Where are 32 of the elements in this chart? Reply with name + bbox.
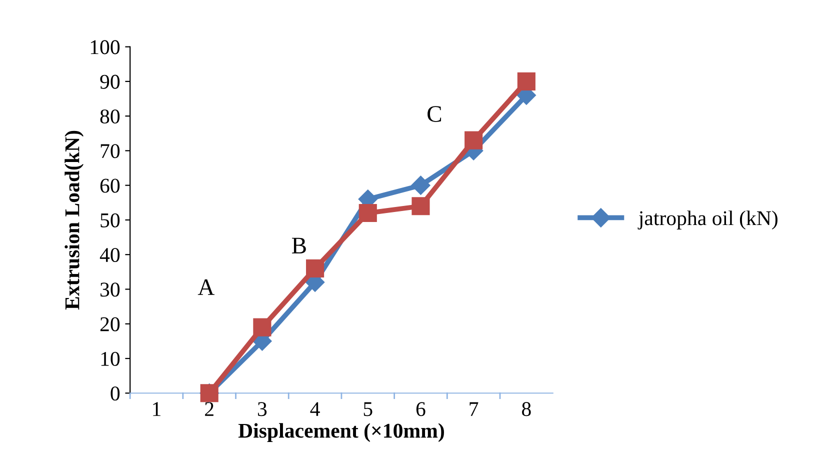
x-tick-label: 3 [258,402,267,416]
point [411,176,430,195]
y-tick-label: 0 [110,386,120,401]
annotation: C [428,106,442,122]
x-tick-label: 5 [364,402,372,416]
y-tick-label: 80 [100,109,120,124]
x-tick-label: 2 [205,402,214,416]
x-tick-label: 6 [416,402,426,416]
y-tick-label: 40 [100,248,120,262]
annotation: B [292,238,306,254]
x-tick-label: 8 [522,402,531,416]
point [253,318,272,336]
x-tick-label: 4 [310,402,320,416]
y-tick-label: 90 [100,74,120,89]
y-axis-title: Extrusion Load(kN) [64,130,84,310]
x-tick-label: 7 [470,402,478,416]
x-axis-title: Displacement (×10mm) [238,423,444,442]
y-tick-label: 10 [101,352,120,366]
y-tick-label: 100 [90,40,120,54]
y-tick-label: 50 [100,213,120,228]
y-tick-label: 60 [100,178,120,193]
point [517,72,536,90]
point [306,259,324,278]
annotation: A [198,279,215,295]
y-tick-label: 20 [100,317,120,332]
x-tick-label: 1 [153,402,160,416]
point [464,131,483,150]
y-tick-label: 70 [100,144,120,158]
point [412,197,430,216]
point [358,204,377,222]
y-tick-label: 30 [100,282,120,297]
legend-label: jatropha oil (kN) [638,210,778,230]
